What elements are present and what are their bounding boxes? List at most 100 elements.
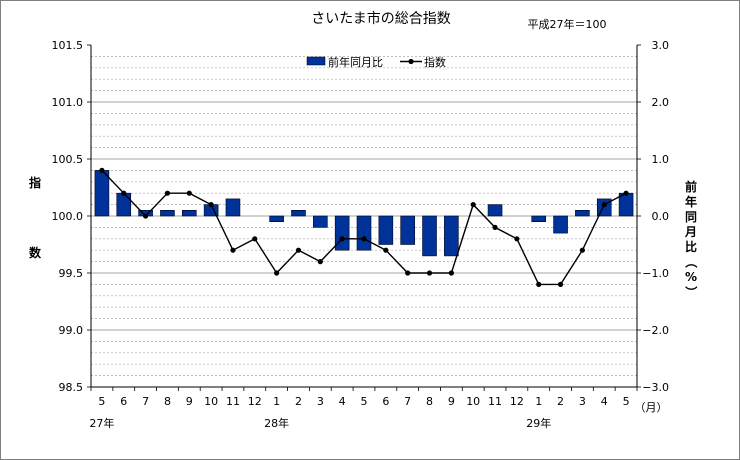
- year-label: 27年: [89, 416, 114, 430]
- line-point: [383, 247, 389, 253]
- line-point: [492, 224, 498, 230]
- line-point: [448, 270, 454, 276]
- month-label: 8: [426, 395, 433, 408]
- month-unit-label: （月）: [635, 401, 668, 414]
- line-point: [143, 213, 149, 219]
- line-point: [361, 236, 367, 242]
- right-axis-title-char: ）: [684, 286, 699, 298]
- line-point: [295, 247, 302, 253]
- bar: [618, 192, 634, 217]
- right-tick-label: −3.0: [642, 381, 669, 394]
- left-axis-title: 指数: [29, 175, 42, 260]
- left-tick-label: 101.0: [52, 96, 84, 109]
- line-point: [470, 202, 476, 208]
- chart-title: さいたま市の総合指数: [311, 10, 451, 27]
- line-series: [99, 167, 629, 287]
- line-point: [121, 190, 127, 196]
- left-axis-title-char: 数: [29, 245, 42, 260]
- right-axis-title-char: 月: [684, 225, 697, 239]
- right-tick-label: −2.0: [642, 324, 669, 337]
- line-point: [252, 236, 258, 242]
- month-label: 12: [510, 395, 524, 408]
- right-tick-label: 0.0: [652, 210, 670, 223]
- line-point: [164, 190, 171, 196]
- right-tick-label: −1.0: [642, 267, 669, 280]
- bar: [334, 215, 350, 251]
- month-label: 1: [273, 395, 280, 408]
- line-point: [339, 236, 345, 242]
- bar: [531, 215, 547, 222]
- left-tick-label: 98.5: [59, 381, 84, 394]
- right-axis-title-char: 同: [685, 210, 697, 224]
- line-point: [514, 236, 520, 242]
- bar: [422, 215, 437, 257]
- month-label: 4: [601, 395, 608, 408]
- bar: [575, 210, 590, 217]
- month-label: 8: [164, 395, 171, 408]
- month-label: 9: [186, 395, 193, 408]
- axes: [87, 44, 641, 391]
- right-axis-title: 前年同月比 （% ）: [684, 179, 699, 298]
- month-label: 4: [339, 395, 346, 408]
- bar: [444, 215, 459, 257]
- line-point: [536, 281, 542, 287]
- line-point: [186, 190, 192, 196]
- line-point: [99, 167, 105, 173]
- line-point: [208, 202, 214, 208]
- bar: [225, 198, 241, 217]
- month-label: 7: [142, 395, 149, 408]
- tick-labels: 98.599.099.5100.0100.5101.0101.5−3.0−2.0…: [52, 39, 670, 430]
- bar: [378, 215, 394, 245]
- month-label: 11: [488, 395, 502, 408]
- month-label: 6: [382, 395, 389, 408]
- month-label: 12: [248, 395, 262, 408]
- year-label: 29年: [526, 416, 551, 430]
- month-label: 5: [623, 395, 630, 408]
- month-label: 6: [120, 395, 127, 408]
- right-axis-title-char: %: [685, 270, 697, 284]
- bar: [94, 170, 110, 217]
- right-tick-label: 3.0: [652, 39, 670, 52]
- left-tick-label: 101.5: [52, 39, 84, 52]
- bar: [160, 210, 175, 217]
- month-label: 2: [557, 395, 564, 408]
- legend-bar-label: 前年同月比: [328, 55, 383, 69]
- month-label: 10: [466, 395, 480, 408]
- left-tick-label: 99.0: [59, 324, 84, 337]
- month-label: 7: [404, 395, 411, 408]
- month-label: 3: [317, 395, 324, 408]
- left-tick-label: 100.0: [52, 210, 84, 223]
- legend-line-label: 指数: [424, 55, 446, 69]
- line-point: [405, 270, 411, 276]
- legend-line-marker: [408, 58, 414, 65]
- bar: [116, 192, 132, 217]
- bar: [291, 210, 306, 217]
- left-tick-label: 99.5: [59, 267, 84, 280]
- month-label: 3: [579, 395, 586, 408]
- line-point: [274, 270, 280, 276]
- bar: [400, 215, 415, 245]
- month-label: 11: [226, 395, 240, 408]
- bar-series: [94, 170, 634, 257]
- line-point: [579, 247, 586, 253]
- month-label: 2: [295, 395, 302, 408]
- right-axis-title-char: 比: [685, 239, 697, 254]
- right-tick-label: 2.0: [652, 96, 670, 109]
- left-tick-label: 100.5: [52, 153, 84, 166]
- line-point: [230, 247, 236, 253]
- year-label: 28年: [264, 416, 289, 430]
- month-label: 9: [448, 395, 455, 408]
- bar: [356, 215, 372, 251]
- bar: [313, 215, 328, 228]
- line-point: [601, 202, 607, 208]
- right-axis-title-char: 年: [685, 194, 697, 209]
- bar: [181, 210, 197, 217]
- legend: 前年同月比 指数: [306, 55, 446, 69]
- chart-subtitle: 平成27年＝100: [528, 17, 607, 31]
- right-axis-title-char: 前: [685, 179, 697, 194]
- month-label: 1: [535, 395, 542, 408]
- month-label: 5: [361, 395, 368, 408]
- legend-bar-swatch: [306, 56, 326, 66]
